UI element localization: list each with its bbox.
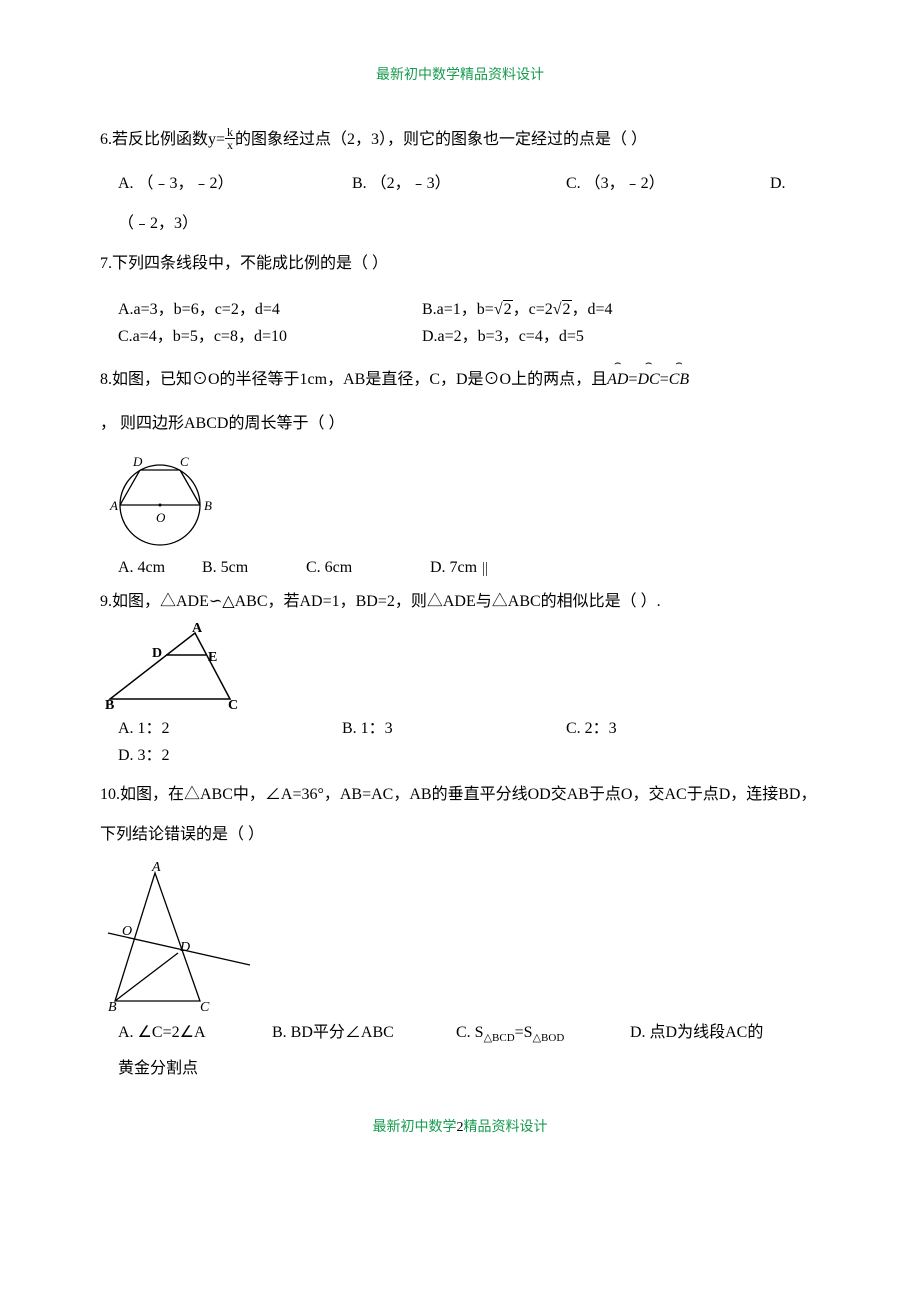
q10-opt-d: D. 点D为线段AC的 xyxy=(630,1024,763,1041)
fraction-k-over-x: kx xyxy=(225,126,235,151)
page-footer: 最新初中数学2精品资料设计 xyxy=(100,1116,820,1136)
q6-opt-c: C. （3，﹣2） xyxy=(566,164,766,204)
page: 最新初中数学精品资料设计 6.若反比例函数y=kx的图象经过点（2，3），则它的… xyxy=(0,0,920,1176)
svg-text:O: O xyxy=(156,510,166,525)
question-8: 8.如图，已知⊙O的半径等于1cm，AB是直径，C，D是⊙O上的两点，且AD=D… xyxy=(100,360,820,400)
isoceles-triangle-icon: A B C O D xyxy=(100,861,260,1011)
q10-opt-a: A. ∠C=2∠A xyxy=(118,1015,268,1050)
q10-opt-d-cont: 黄金分割点 xyxy=(100,1051,820,1086)
q8-opt-d: D. 7cm xyxy=(430,559,477,576)
svg-text:D: D xyxy=(152,646,162,661)
similar-triangles-icon: A B C D E xyxy=(100,621,250,711)
q9-opt-a: A. 1：2 xyxy=(118,715,338,742)
svg-text:O: O xyxy=(122,924,132,939)
q6-options: A. （﹣3，﹣2） B. （2，﹣3） C. （3，﹣2） D. xyxy=(100,164,820,204)
question-10: 10.如图，在△ABC中，∠A=36°，AB=AC，AB的垂直平分线OD交AB于… xyxy=(100,775,820,855)
svg-text:D: D xyxy=(132,454,143,469)
sqrt-2b-icon: 2 xyxy=(553,296,572,323)
q7-options: A.a=3，b=6，c=2，d=4 B.a=1，b=2，c=22，d=4 C.a… xyxy=(100,296,820,350)
q8-options: A. 4cm B. 5cm C. 6cm D. 7cm xyxy=(100,554,820,581)
q9-options-row1: A. 1：2 B. 1：3 C. 2：3 xyxy=(100,715,820,742)
svg-text:D: D xyxy=(179,940,190,955)
svg-text:A: A xyxy=(109,498,118,513)
q7-row1: A.a=3，b=6，c=2，d=4 B.a=1，b=2，c=22，d=4 xyxy=(118,296,820,323)
svg-text:B: B xyxy=(108,1000,117,1011)
q6-stem-a: 6.若反比例函数y= xyxy=(100,131,225,148)
q10-opt-b: B. BD平分∠ABC xyxy=(272,1015,452,1050)
q7-opt-c: C.a=4，b=5，c=8，d=10 xyxy=(118,323,418,350)
arc-ad: AD xyxy=(607,360,628,400)
q10-opt-c: C. S△BCD=S△BOD xyxy=(456,1015,626,1050)
q9-opt-d: D. 3：2 xyxy=(100,742,820,769)
q6-opt-d: D. xyxy=(770,164,786,204)
q9-figure: A B C D E xyxy=(100,621,820,711)
q9-opt-c: C. 2：3 xyxy=(566,720,617,737)
q7-opt-b: B.a=1，b=2，c=22，d=4 xyxy=(422,301,613,318)
svg-text:C: C xyxy=(228,698,238,711)
svg-text:A: A xyxy=(151,861,161,875)
q10-figure: A B C O D xyxy=(100,861,820,1011)
q7-opt-a: A.a=3，b=6，c=2，d=4 xyxy=(118,296,418,323)
q8-opt-c: C. 6cm xyxy=(306,554,426,581)
svg-text:E: E xyxy=(208,650,217,665)
circle-diagram-icon: A B C D O xyxy=(100,450,230,550)
arc-cb: CB xyxy=(669,360,689,400)
arc-dc: DC xyxy=(637,360,659,400)
question-7: 7.下列四条线段中，不能成比例的是（ ） xyxy=(100,244,820,284)
cursor-icon xyxy=(483,562,487,576)
page-header: 最新初中数学精品资料设计 xyxy=(100,64,820,84)
q8-stem-b: ， 则四边形ABCD的周长等于（ ） xyxy=(100,404,820,444)
q7-row2: C.a=4，b=5，c=8，d=10 D.a=2，b=3，c=4，d=5 xyxy=(118,323,820,350)
q6-opt-a: A. （﹣3，﹣2） xyxy=(118,164,348,204)
q9-opt-b: B. 1：3 xyxy=(342,715,562,742)
q8-figure: A B C D O xyxy=(100,450,820,550)
q8-stem-a: 8.如图，已知⊙O的半径等于1cm，AB是直径，C，D是⊙O上的两点，且 xyxy=(100,371,607,388)
question-9: 9.如图，△ADE∽△ABC，若AD=1，BD=2，则△ADE与△ABC的相似比… xyxy=(100,588,820,615)
svg-text:A: A xyxy=(192,621,203,636)
q6-opt-d-cont: （﹣2，3） xyxy=(100,204,820,244)
sqrt-2-icon: 2 xyxy=(494,296,513,323)
svg-text:C: C xyxy=(180,454,189,469)
q8-opt-b: B. 5cm xyxy=(202,554,302,581)
svg-text:B: B xyxy=(204,498,212,513)
q8-opt-a: A. 4cm xyxy=(118,554,198,581)
q6-stem-b: 的图象经过点（2，3），则它的图象也一定经过的点是（ ） xyxy=(235,131,647,148)
q10-options: A. ∠C=2∠A B. BD平分∠ABC C. S△BCD=S△BOD D. … xyxy=(100,1015,820,1050)
svg-text:B: B xyxy=(105,698,114,711)
question-6: 6.若反比例函数y=kx的图象经过点（2，3），则它的图象也一定经过的点是（ ） xyxy=(100,120,820,160)
svg-text:C: C xyxy=(200,1000,210,1011)
q7-opt-d: D.a=2，b=3，c=4，d=5 xyxy=(422,328,584,345)
q6-opt-b: B. （2，﹣3） xyxy=(352,164,562,204)
